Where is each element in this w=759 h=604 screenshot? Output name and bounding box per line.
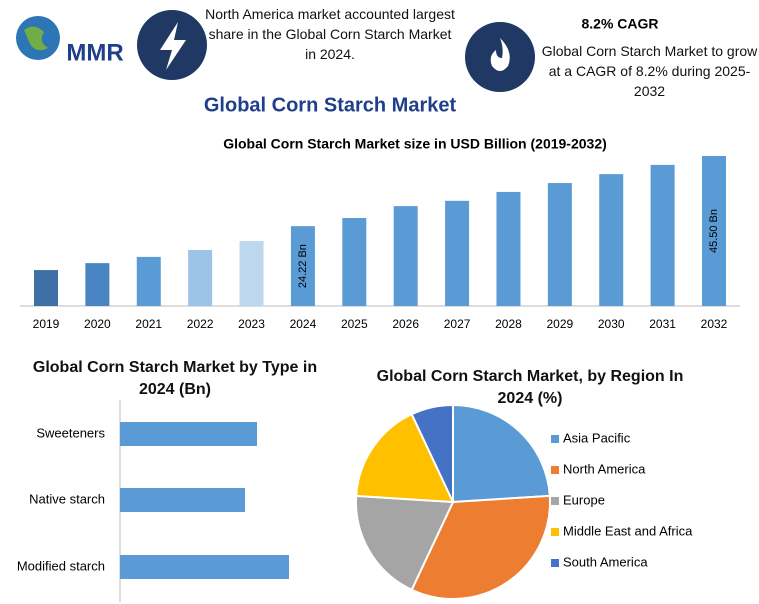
pie-slice [355,412,455,504]
x-tick-label: 2025 [341,317,368,331]
logo-text: MMR [66,39,123,66]
x-tick-label: 2030 [598,317,625,331]
y-tick-label: Native starch [29,491,105,506]
bar [136,256,161,306]
bar [120,488,245,512]
bar [290,226,315,306]
bar [342,217,367,306]
legend-swatch [551,435,559,443]
x-tick-label: 2023 [238,317,265,331]
x-tick-label: 2019 [33,317,60,331]
logo-land [24,26,48,51]
bar [120,422,257,446]
bar [34,270,58,306]
pie-slice [410,494,551,600]
legend-swatch [551,466,559,474]
pie-slice [410,403,454,503]
bar [650,164,675,306]
bar [599,174,624,306]
cagr-text: Global Corn Starch Market to grow at a C… [541,43,758,99]
x-tick-label: 2032 [701,317,728,331]
legend-label: North America [563,461,646,476]
pie-slice [355,494,455,592]
bar [547,183,572,306]
value-label: 24.22 Bn [297,244,309,288]
bar [445,200,470,306]
x-tick-label: 2027 [444,317,471,331]
pie-slice [452,403,551,504]
x-tick-label: 2020 [84,317,111,331]
bar-chart-title: Global Corn Starch Market size in USD Bi… [223,136,607,152]
x-tick-label: 2031 [649,317,676,331]
type-chart-title: Global Corn Starch Market by Type in 202… [32,359,318,398]
legend-swatch [551,559,559,567]
x-tick-label: 2028 [495,317,522,331]
legend-swatch [551,528,559,536]
bar [85,263,110,306]
cagr-title: 8.2% CAGR [581,16,658,32]
bar [120,555,289,579]
y-tick-label: Sweeteners [36,425,105,440]
x-tick-label: 2024 [290,317,317,331]
y-tick-label: Modified starch [17,558,105,573]
legend-label: Middle East and Africa [563,523,693,538]
fact-text: North America market accounted largest s… [205,6,455,62]
legend-label: South America [563,554,648,569]
icon-flame [465,22,535,92]
legend-label: Asia Pacific [563,430,631,445]
x-tick-label: 2021 [135,317,162,331]
main-title: Global Corn Starch Market [204,94,457,116]
x-tick-label: 2022 [187,317,214,331]
bar [393,206,418,306]
bar [702,156,726,306]
region-chart-title: Global Corn Starch Market, by Region In … [376,368,684,407]
bar [188,249,213,306]
legend-swatch [551,497,559,505]
value-label: 45.50 Bn [708,209,720,253]
x-tick-label: 2026 [392,317,419,331]
bar [239,241,264,306]
bolt [160,22,186,70]
x-tick-label: 2029 [546,317,573,331]
flame [490,38,510,71]
bar [496,191,521,306]
legend-label: Europe [563,492,605,507]
